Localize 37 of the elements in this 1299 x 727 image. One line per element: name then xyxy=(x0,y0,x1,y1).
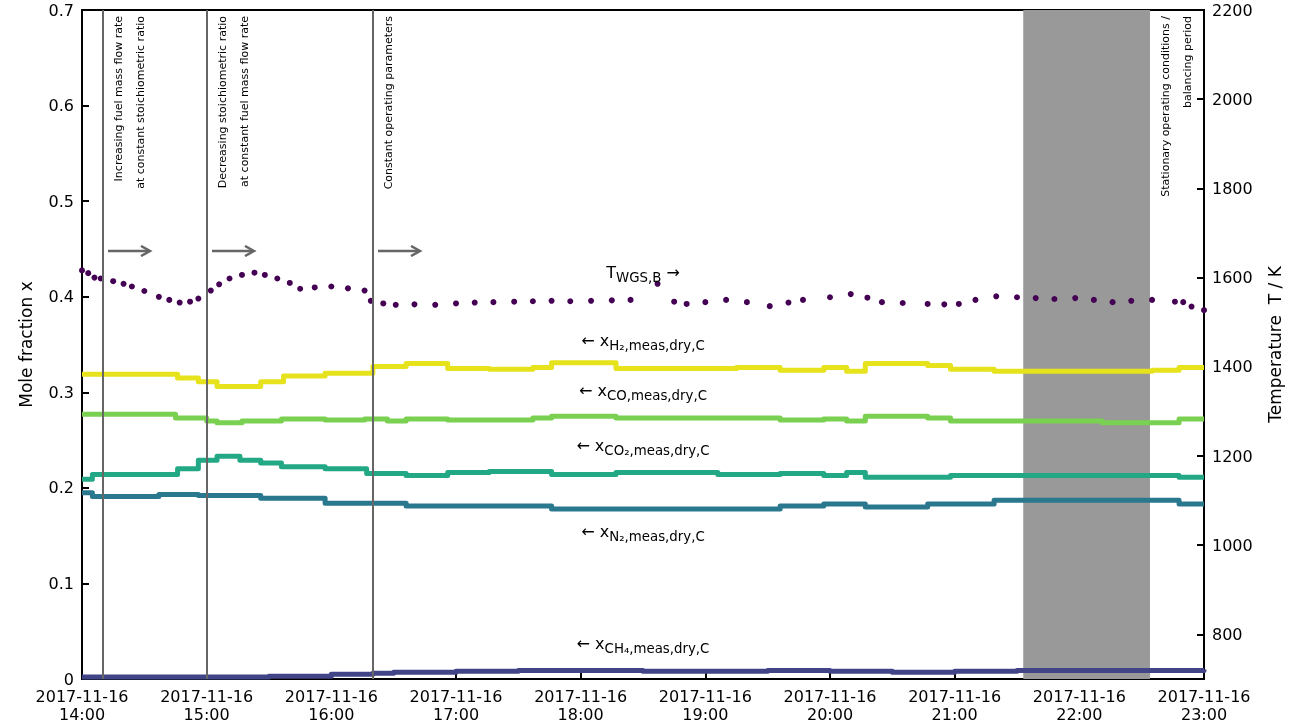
series-label: ← x$_{H₂,meas,dry,C}$ xyxy=(581,331,705,354)
series-label: ← x$_{CH₄,meas,dry,C}$ xyxy=(576,634,710,657)
y-tick-label: 0.5 xyxy=(48,191,74,211)
series-label: ← x$_{N₂,meas,dry,C}$ xyxy=(581,521,705,544)
series-label: ← x$_{CO₂,meas,dry,C}$ xyxy=(576,435,710,458)
y2-tick-label: 1800 xyxy=(1212,178,1253,198)
x-tick-label: 2017-11-16 22:00 xyxy=(1032,686,1126,724)
y-tick-label: 0.2 xyxy=(48,478,74,498)
x-tick-label: 2017-11-16 19:00 xyxy=(658,686,752,724)
x-tick-label: 2017-11-16 18:00 xyxy=(534,686,628,724)
y2-tick-label: 1200 xyxy=(1212,446,1253,466)
ref-line-label: Increasing fuel mass flow rate at constant stoichiometric ratio xyxy=(112,15,148,189)
series-label: T$_{WGS,B}$ → xyxy=(606,262,680,285)
y2-tick-label: 800 xyxy=(1212,624,1243,644)
y2-axis-title: Temperature T / K xyxy=(1264,265,1285,424)
band-label: Stationary operating conditions / balancing period xyxy=(1159,15,1195,197)
y-tick-label: 0.4 xyxy=(48,287,74,307)
y-axis-title: Mole fraction x xyxy=(15,281,36,408)
x-tick-label: 2017-11-16 15:00 xyxy=(160,686,254,724)
x-tick-label: 2017-11-16 17:00 xyxy=(409,686,503,724)
x-tick-label: 2017-11-16 20:00 xyxy=(783,686,877,724)
y2-tick-label: 1600 xyxy=(1212,268,1253,288)
x-tick-label: 2017-11-16 23:00 xyxy=(1157,686,1251,724)
y-tick-label: 0.7 xyxy=(48,0,74,20)
y-tick-label: 0 xyxy=(63,669,74,689)
y-tick-label: 0.6 xyxy=(48,96,74,116)
y2-tick-label: 1000 xyxy=(1212,535,1253,555)
y2-tick-label: 2000 xyxy=(1212,89,1253,109)
y-tick-label: 0.1 xyxy=(48,573,74,593)
y-tick-label: 0.3 xyxy=(48,382,74,402)
y2-tick-label: 1400 xyxy=(1212,357,1253,377)
y2-tick-label: 2200 xyxy=(1212,0,1253,20)
x-tick-label: 2017-11-16 16:00 xyxy=(284,686,378,724)
series-label: ← x$_{CO,meas,dry,C}$ xyxy=(579,380,707,404)
x-tick-label: 2017-11-16 21:00 xyxy=(908,686,1002,724)
x-tick-label: 2017-11-16 14:00 xyxy=(35,686,129,724)
ref-line-label: Constant operating parameters xyxy=(382,15,396,190)
